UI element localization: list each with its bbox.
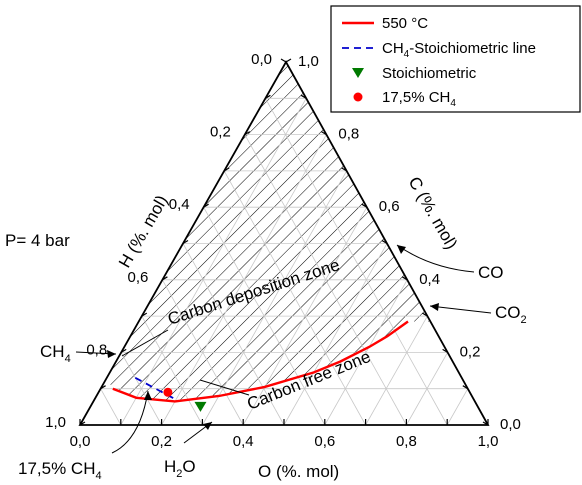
right-tick-label: 0,2 [460, 343, 481, 360]
tick-mark [462, 385, 469, 390]
zone-deposition-arrow [121, 329, 169, 357]
co-arrow [396, 244, 475, 273]
left-axis-tick-labels: 0,0 0,2 0,4 0,6 0,8 1,0 [45, 51, 272, 431]
bottom-tick-label: 0,8 [396, 433, 417, 450]
tick-mark [361, 203, 368, 208]
tick-mark [141, 312, 148, 317]
right-axis-tick-labels: 0,0 0,2 0,4 0,6 0,8 1,0 [298, 53, 521, 433]
tick-mark [120, 348, 127, 353]
tick-mark [223, 167, 230, 172]
grid-line-h [120, 352, 162, 426]
grid-lines [100, 97, 469, 426]
tick-mark [285, 58, 292, 63]
right-axis-label: C (%. mol) [405, 174, 462, 253]
right-tick-label: 0,0 [500, 416, 521, 433]
left-tick-label: 0,0 [251, 51, 272, 68]
ch4-175-arrow [111, 390, 149, 454]
left-tick-label: 0,6 [128, 269, 149, 286]
grid-line-h [182, 243, 285, 426]
grid-line-o [365, 315, 428, 426]
series-17-5-ch4-marker [163, 387, 173, 397]
co2-label: CO2 [495, 303, 527, 326]
pressure-label: P= 4 bar [5, 231, 70, 250]
left-tick-label: 0,2 [210, 124, 231, 141]
right-tick-label: 0,6 [379, 198, 400, 215]
carbon-deposition-zone-hatch [106, 62, 431, 402]
series-stoichiometric-marker [194, 401, 207, 412]
legend-label-17-5-ch4: 17,5% CH4 [382, 89, 456, 109]
legend-label-stoich-line: CH4-Stoichiometric line [382, 40, 536, 60]
grid-line-h [265, 98, 448, 426]
tick-mark [341, 167, 347, 172]
tick-mark [162, 276, 168, 281]
grid-line-h [100, 388, 122, 426]
left-tick-label: 0,8 [86, 341, 107, 358]
bottom-tick-label: 0,0 [70, 433, 91, 450]
left-tick-label: 1,0 [45, 414, 66, 431]
tick-mark [401, 276, 408, 281]
legend-label-550c: 550 °C [382, 15, 428, 32]
tick-mark [300, 94, 307, 99]
zone-free-arrow [199, 379, 250, 396]
tick-mark [381, 239, 388, 245]
legend: 550 °C CH4-Stoichiometric line Stoichiom… [330, 5, 581, 113]
grid-line-o [120, 98, 307, 426]
tick-mark [244, 131, 251, 136]
grid-line-h [223, 170, 366, 426]
right-tick-label: 0,4 [419, 271, 440, 288]
legend-swatch-stoichiometric [352, 68, 364, 78]
right-tick-label: 1,0 [298, 53, 319, 70]
h2o-label: H2O [164, 457, 196, 480]
tick-marks [79, 58, 489, 426]
legend-label-stoichiometric: Stoichiometric [382, 65, 477, 82]
bottom-tick-label: 0,2 [151, 433, 172, 450]
bottom-tick-label: 0,6 [314, 433, 335, 450]
co-label: CO [478, 263, 504, 282]
tick-mark [422, 312, 428, 317]
bottom-tick-label: 0,4 [233, 433, 254, 450]
series-550c-line [112, 320, 409, 403]
right-tick-label: 0,8 [338, 126, 359, 143]
grid-line-o [324, 279, 408, 426]
tick-mark [182, 239, 189, 245]
tick-mark [280, 58, 287, 63]
left-tick-label: 0,4 [169, 196, 190, 213]
bottom-axis-label: O (%. mol) [258, 462, 339, 481]
tick-mark [100, 385, 106, 390]
left-axis-label: H (%. mol) [115, 192, 172, 271]
tick-mark [321, 131, 327, 136]
co2-arrow [429, 305, 492, 314]
ch4-175-label: 17,5% CH4 [18, 459, 102, 482]
tick-mark [79, 421, 86, 426]
tick-mark [442, 348, 448, 353]
tick-mark [265, 94, 271, 99]
grid-line-o [283, 243, 388, 426]
legend-swatch-17-5-ch4 [353, 92, 363, 102]
grid-line-h [162, 279, 244, 426]
ch4-label: CH4 [40, 342, 71, 365]
bottom-tick-label: 1,0 [478, 433, 499, 450]
annotation-arrowheads [107, 245, 439, 430]
grid-line-o [406, 352, 448, 426]
grid-line-o [202, 170, 347, 426]
bottom-axis-tick-labels: 0,0 0,2 0,4 0,6 0,8 1,0 [70, 433, 499, 450]
grid-line-o [446, 388, 469, 426]
tick-mark [203, 203, 209, 208]
tick-mark [482, 421, 489, 426]
grid-line-h [141, 315, 203, 426]
